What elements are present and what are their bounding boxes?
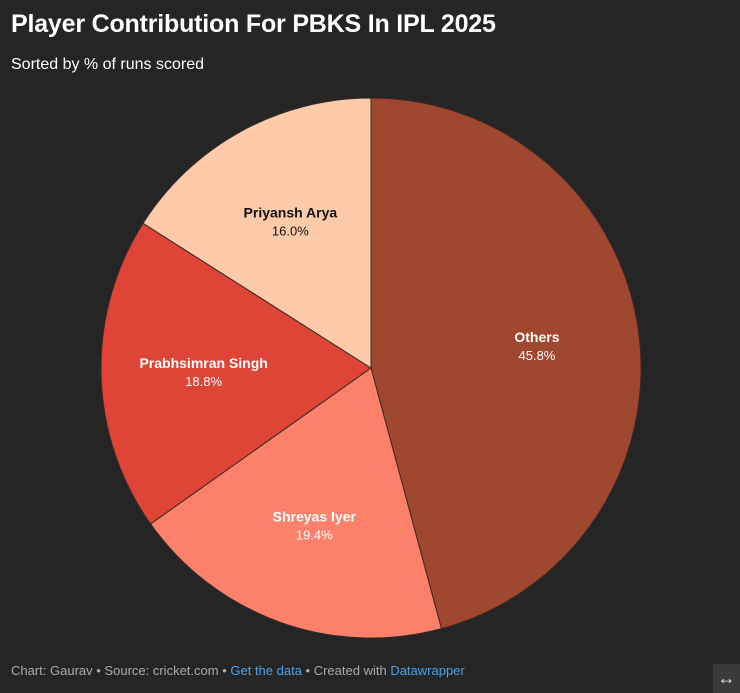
chart-subtitle: Sorted by % of runs scored bbox=[11, 56, 204, 73]
slice-label-others: Others bbox=[514, 329, 559, 345]
slice-label-priyansh-arya: Priyansh Arya bbox=[244, 204, 338, 220]
footer: Chart: Gaurav • Source: cricket.com • Ge… bbox=[11, 663, 465, 678]
expand-icon[interactable]: ↔ bbox=[713, 664, 740, 693]
datawrapper-link[interactable]: Datawrapper bbox=[390, 663, 465, 678]
footer-created-with: Created with bbox=[313, 663, 391, 678]
slice-value-priyansh-arya: 16.0% bbox=[272, 223, 309, 238]
pie-slice-shreyas-iyer[interactable] bbox=[149, 367, 443, 639]
footer-source: Source: cricket.com bbox=[104, 663, 219, 678]
footer-chart-credit: Chart: Gaurav bbox=[11, 663, 93, 678]
slice-value-shreyas-iyer: 19.4% bbox=[296, 528, 333, 543]
chart-title: Player Contribution For PBKS In IPL 2025 bbox=[11, 10, 496, 38]
pie-slice-others[interactable] bbox=[370, 97, 642, 630]
slice-value-prabhsimran-singh: 18.8% bbox=[185, 374, 222, 389]
get-data-link[interactable]: Get the data bbox=[230, 663, 302, 678]
pie-slice-priyansh-arya[interactable] bbox=[142, 97, 372, 369]
footer-separator: • bbox=[218, 663, 231, 678]
pie-slice-prabhsimran-singh[interactable] bbox=[100, 222, 372, 525]
footer-separator: • bbox=[301, 663, 314, 678]
slice-label-prabhsimran-singh: Prabhsimran Singh bbox=[139, 355, 267, 371]
slice-value-others: 45.8% bbox=[519, 348, 556, 363]
footer-separator: • bbox=[92, 663, 105, 678]
slice-label-shreyas-iyer: Shreyas Iyer bbox=[273, 509, 357, 525]
